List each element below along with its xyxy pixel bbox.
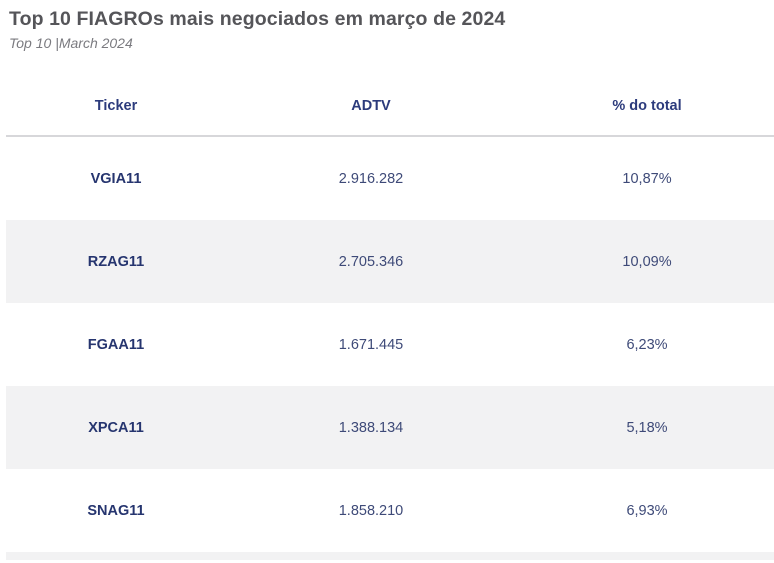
table-row: RZAG11 2.705.346 10,09% [6,220,774,303]
percent-cell: 6,93% [626,502,668,519]
header-ticker: Ticker [94,98,138,114]
page-subtitle: Top 10 |March 2024 [9,35,133,51]
header-adtv: ADTV [351,98,391,114]
ticker-cell: VGIA11 [90,170,142,187]
percent-cell: 6,23% [626,336,668,353]
adtv-cell: 2.916.282 [338,170,404,187]
adtv-cell: 1.858.210 [338,502,404,519]
table-row-partial [6,552,774,560]
percent-cell: 10,09% [622,253,672,270]
table-row: SNAG11 1.858.210 6,93% [6,469,774,552]
ticker-cell: XPCA11 [88,419,144,436]
fiagro-table: Ticker ADTV % do total VGIA11 2.916.282 … [6,77,774,560]
table-header-row: Ticker ADTV % do total [6,77,774,137]
header-percent-total: % do total [612,98,682,114]
table-row: FGAA11 1.671.445 6,23% [6,303,774,386]
ticker-cell: SNAG11 [87,502,145,519]
adtv-cell: 1.388.134 [338,419,404,436]
ticker-cell: RZAG11 [87,253,145,270]
percent-cell: 5,18% [626,419,668,436]
table-row: VGIA11 2.916.282 10,87% [6,137,774,220]
table-row: XPCA11 1.388.134 5,18% [6,386,774,469]
adtv-cell: 1.671.445 [338,336,404,353]
adtv-cell: 2.705.346 [338,253,404,270]
page-title: Top 10 FIAGROs mais negociados em março … [9,8,506,30]
ticker-cell: FGAA11 [87,336,145,353]
percent-cell: 10,87% [622,170,672,187]
